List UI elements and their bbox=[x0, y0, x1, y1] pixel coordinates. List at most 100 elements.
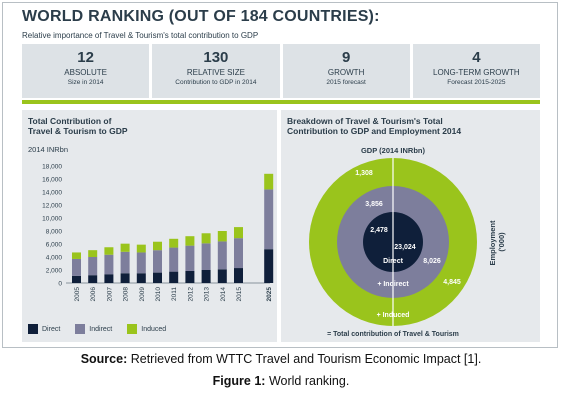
x-tick-label: 2005 bbox=[74, 287, 81, 302]
stat-value: 130 bbox=[203, 49, 229, 66]
bar-indirect-2007 bbox=[104, 254, 114, 275]
bar-induced-2012 bbox=[185, 236, 195, 246]
x-tick-label: 2012 bbox=[187, 287, 194, 302]
bar-indirect-2011 bbox=[169, 247, 179, 272]
legend-label-direct: Direct bbox=[42, 325, 61, 333]
bar-indirect-2014 bbox=[217, 241, 227, 270]
y-tick-label: 16,000 bbox=[42, 177, 62, 184]
bar-chart-legend: Direct Indirect Induced bbox=[28, 324, 176, 334]
label-direct-gdp: 2,478 bbox=[370, 227, 388, 234]
bar-direct-2008 bbox=[120, 273, 130, 283]
label-induced: + Induced bbox=[377, 312, 410, 319]
x-tick-label: 2013 bbox=[204, 287, 211, 302]
stat-growth: 9 GROWTH 2015 forecast bbox=[282, 44, 410, 98]
bar-direct-2007 bbox=[104, 274, 114, 283]
label-induced-gdp: 1,308 bbox=[355, 170, 373, 177]
stats-row: 12 ABSOLUTE Size in 2014 130 RELATIVE SI… bbox=[22, 44, 540, 98]
legend-swatch-direct bbox=[28, 324, 38, 334]
bar-induced-2015 bbox=[234, 227, 243, 239]
x-tick-label: 2014 bbox=[220, 287, 227, 302]
legend-direct: Direct bbox=[28, 324, 60, 334]
y-tick-label: 0 bbox=[58, 281, 62, 288]
source-line: Source: Retrieved from WTTC Travel and T… bbox=[80, 352, 482, 366]
y-tick-label: 14,000 bbox=[42, 190, 62, 197]
y-tick-label: 12,000 bbox=[42, 203, 62, 210]
figure-caption: Figure 1: World ranking. bbox=[212, 374, 350, 388]
legend-swatch-induced bbox=[127, 324, 138, 334]
x-tick-label: 2011 bbox=[171, 287, 178, 301]
bar-induced-2010 bbox=[153, 241, 162, 251]
employment-label: Employment ('000) bbox=[488, 218, 506, 265]
stat-absolute: 12 ABSOLUTE Size in 2014 bbox=[22, 44, 150, 98]
bar-induced-2014 bbox=[217, 231, 227, 242]
bar-induced-2005 bbox=[72, 252, 81, 259]
stat-value: 9 bbox=[341, 49, 351, 66]
stat-relative-size: 130 RELATIVE SIZE Contribution to GDP in… bbox=[152, 44, 280, 98]
y-tick-label: 8,000 bbox=[46, 229, 63, 236]
stat-note: Size in 2014 bbox=[67, 79, 104, 86]
legend-label-indirect: Indirect bbox=[89, 325, 113, 333]
breakdown-title-line1: Breakdown of Travel & Tourism's Total bbox=[287, 116, 443, 126]
label-direct-emp: 23,024 bbox=[394, 244, 416, 251]
label-direct-center: Direct bbox=[383, 258, 404, 265]
bar-induced-2007 bbox=[104, 247, 114, 255]
y-tick-label: 2,000 bbox=[46, 268, 63, 275]
bar-indirect-2012 bbox=[185, 245, 195, 271]
bar-induced-2025 bbox=[264, 173, 274, 190]
y-tick-label: 4,000 bbox=[46, 255, 63, 262]
accent-divider bbox=[22, 100, 540, 104]
legend-indirect: Indirect bbox=[75, 324, 112, 334]
legend-swatch-indirect bbox=[75, 324, 86, 334]
page-title: WORLD RANKING (OUT OF 184 COUNTRIES): bbox=[22, 8, 380, 25]
bar-induced-2006 bbox=[88, 250, 98, 257]
page-subtitle: Relative importance of Travel & Tourism'… bbox=[22, 31, 259, 40]
stat-label: RELATIVE SIZE bbox=[186, 68, 245, 77]
total-contribution-label: = Total contribution of Travel & Tourism bbox=[327, 331, 459, 338]
gdp-label: GDP (2014 INRbn) bbox=[361, 146, 426, 155]
bar-direct-2014 bbox=[217, 269, 227, 283]
x-tick-label: 2025 bbox=[266, 287, 273, 302]
bar-indirect-2005 bbox=[72, 258, 81, 276]
x-tick-label: 2009 bbox=[139, 287, 146, 302]
stat-label: LONG-TERM GROWTH bbox=[433, 68, 520, 77]
bar-chart-panel: Total Contribution of Travel & Tourism t… bbox=[22, 110, 277, 342]
bar-chart-title: Total Contribution of Travel & Tourism t… bbox=[28, 116, 128, 136]
stat-note: Forecast 2015-2025 bbox=[447, 79, 506, 86]
label-indirect-gdp: 3,856 bbox=[365, 201, 383, 208]
x-tick-label: 2010 bbox=[155, 287, 162, 302]
y-tick-label: 6,000 bbox=[46, 242, 63, 249]
label-indirect-emp: 8,026 bbox=[423, 258, 441, 265]
stat-label: GROWTH bbox=[327, 68, 365, 77]
y-tick-label: 10,000 bbox=[42, 216, 62, 223]
x-tick-label: 2008 bbox=[123, 287, 130, 302]
breakdown-title: Breakdown of Travel & Tourism's Total Co… bbox=[287, 116, 461, 136]
bar-indirect-2015 bbox=[234, 238, 243, 269]
bar-direct-2011 bbox=[169, 271, 179, 283]
bar-indirect-2025 bbox=[264, 189, 274, 250]
bar-induced-2009 bbox=[136, 244, 146, 253]
employment-label-line1: Employment bbox=[488, 220, 497, 266]
breakdown-panel: Breakdown of Travel & Tourism's Total Co… bbox=[281, 110, 540, 342]
bar-direct-2025 bbox=[264, 249, 274, 283]
bar-chart-title-line2: Travel & Tourism to GDP bbox=[28, 126, 128, 136]
x-tick-label: 2007 bbox=[106, 287, 113, 302]
legend-label-induced: Induced bbox=[141, 325, 167, 333]
label-induced-emp: 4,845 bbox=[443, 279, 461, 286]
breakdown-title-line2: Contribution to GDP and Employment 2014 bbox=[287, 126, 462, 136]
ring-chart: GDP (2014 INRbn) 1,308 3,856 2,478 23,02… bbox=[309, 146, 506, 338]
bar-induced-2008 bbox=[120, 243, 130, 252]
bar-induced-2011 bbox=[169, 238, 179, 248]
stat-long-term-growth: 4 LONG-TERM GROWTH Forecast 2015-2025 bbox=[412, 44, 540, 98]
x-tick-label: 2006 bbox=[90, 287, 97, 302]
bar-direct-2012 bbox=[185, 270, 195, 283]
bar-indirect-2006 bbox=[88, 257, 98, 276]
employment-label-line2: ('000) bbox=[497, 232, 506, 252]
bar-indirect-2013 bbox=[201, 243, 211, 270]
stat-value: 4 bbox=[472, 49, 481, 66]
bar-induced-2013 bbox=[201, 233, 211, 244]
stat-value: 12 bbox=[77, 49, 94, 66]
bar-direct-2013 bbox=[201, 270, 211, 283]
bar-chart-title-line1: Total Contribution of bbox=[28, 116, 112, 126]
legend-induced: Induced bbox=[127, 324, 166, 334]
y-tick-label: 18,000 bbox=[42, 164, 62, 171]
